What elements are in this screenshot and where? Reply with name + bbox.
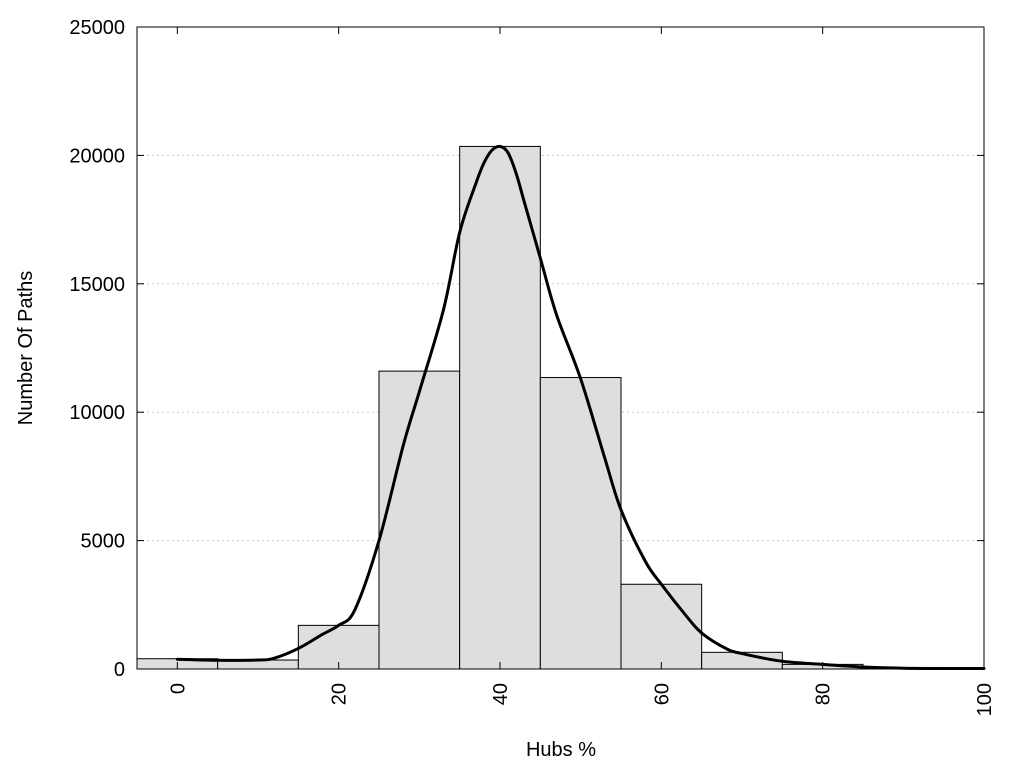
plot-frame xyxy=(136,26,985,670)
x-tick-label-60: 60 xyxy=(651,683,673,705)
axis-ticks xyxy=(137,26,985,670)
y-tick-label-15000: 15000 xyxy=(69,274,125,296)
y-axis-label: Number Of Paths xyxy=(15,271,37,426)
x-tick-label-100: 100 xyxy=(974,683,996,716)
histogram-bar-4 xyxy=(459,145,541,670)
histogram-bar-3 xyxy=(378,370,461,670)
y-tick-label-10000: 10000 xyxy=(69,402,125,424)
grid-lines xyxy=(137,154,984,542)
y-tick-label-20000: 20000 xyxy=(69,145,125,167)
x-tick-label-80: 80 xyxy=(813,683,835,705)
density-curve xyxy=(175,144,986,671)
y-tick-label-5000: 5000 xyxy=(81,531,126,553)
x-tick-label-20: 20 xyxy=(329,683,351,705)
histogram-bars xyxy=(136,145,945,670)
y-tick-label-0: 0 xyxy=(114,659,125,681)
x-tick-label-0: 0 xyxy=(167,683,189,694)
x-tick-label-40: 40 xyxy=(490,683,512,705)
histogram-bar-6 xyxy=(620,583,703,670)
tick-labels: 0 5000 10000 15000 20000 25000 0 20 40 60 80 100 xyxy=(69,17,996,716)
y-tick-label-25000: 25000 xyxy=(69,17,125,39)
density-curve-layer xyxy=(175,144,986,671)
histogram-bar-5 xyxy=(539,377,622,670)
x-axis-label: Hubs % xyxy=(526,739,596,761)
